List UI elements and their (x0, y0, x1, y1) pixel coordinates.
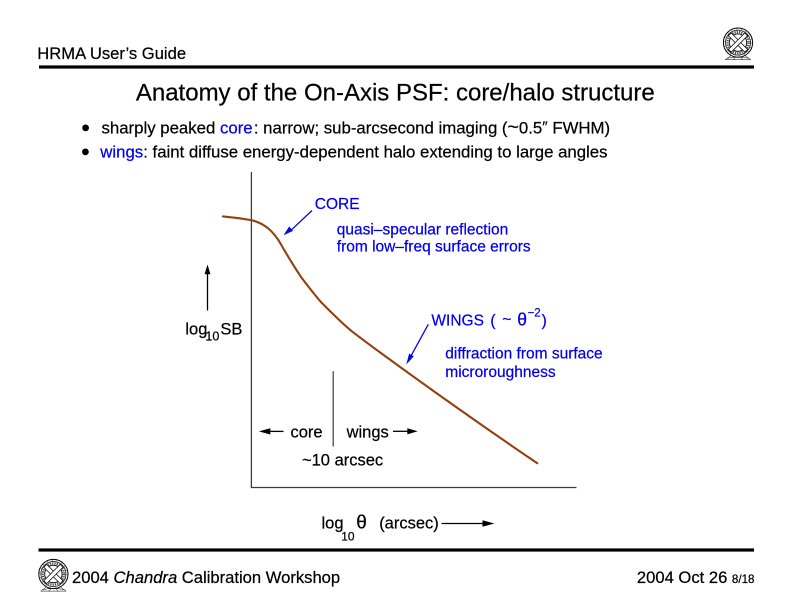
svg-text:Anatomy of the On-Axis PSF: co: Anatomy of the On-Axis PSF: core/halo st… (136, 80, 655, 107)
svg-text:core: core (291, 423, 323, 441)
svg-text:diffraction from surface: diffraction from surface (445, 346, 602, 363)
svg-text:(arcsec): (arcsec) (379, 515, 439, 533)
svg-text:~10 arcsec: ~10 arcsec (302, 451, 383, 469)
svg-text:SB: SB (220, 321, 242, 339)
svg-text:wings: wings (346, 423, 389, 441)
svg-text:WINGS: WINGS (431, 312, 484, 329)
svg-text:from low–freq surface errors: from low–freq surface errors (337, 239, 531, 256)
svg-text:): ) (542, 312, 547, 329)
svg-text:HRMA User’s Guide: HRMA User’s Guide (37, 44, 186, 63)
svg-text:10: 10 (341, 530, 355, 544)
svg-text:2004 Oct 26 8/18: 2004 Oct 26 8/18 (637, 568, 755, 587)
svg-text:quasi–specular reflection: quasi–specular reflection (337, 221, 508, 238)
svg-text:log: log (185, 321, 207, 339)
svg-text:θ: θ (356, 513, 367, 534)
svg-text:θ: θ (517, 309, 527, 329)
svg-text:wings: faint diffuse energy-de: wings: faint diffuse energy-dependent ha… (99, 142, 607, 161)
svg-text:~: ~ (502, 311, 511, 328)
svg-text:10: 10 (205, 329, 219, 343)
svg-text:2004 Chandra Calibration Works: 2004 Chandra Calibration Workshop (72, 568, 340, 587)
svg-text:log: log (322, 515, 344, 533)
svg-text:sharply peaked core: narrow; s: sharply peaked core: narrow; sub-arcseco… (102, 116, 611, 138)
svg-text:(: ( (490, 312, 496, 329)
svg-text:CORE: CORE (315, 196, 360, 213)
svg-text:microroughness: microroughness (445, 364, 556, 381)
svg-text:−2: −2 (528, 307, 541, 319)
